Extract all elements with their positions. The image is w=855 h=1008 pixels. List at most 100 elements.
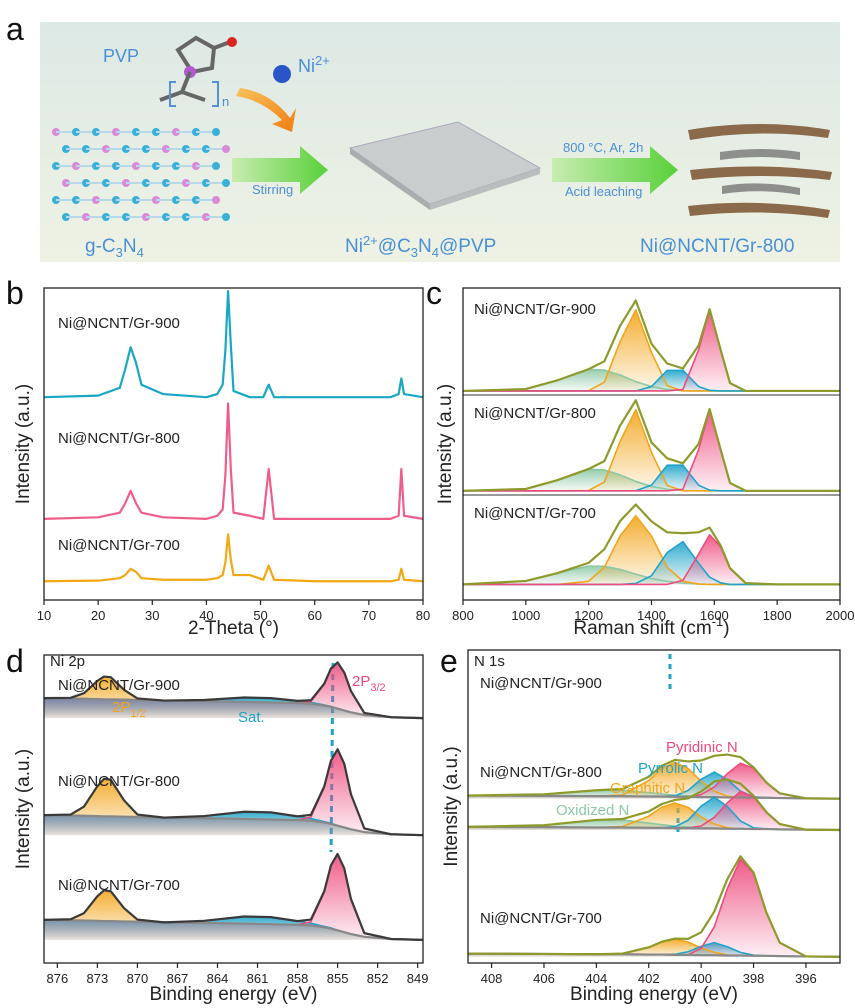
annotation-text: Ni@NCNT/Gr-900 xyxy=(474,301,596,318)
ni-ion xyxy=(273,65,291,83)
product-sheets xyxy=(688,124,832,218)
x-axis-title-part: Raman shift (cm xyxy=(573,618,711,639)
product-label: Ni@NCNT/Gr-800 xyxy=(640,236,794,257)
spectrum-line xyxy=(462,399,840,492)
panel-label: b xyxy=(6,275,24,311)
sheet-edge xyxy=(350,148,430,210)
annotation: Ni@NCNT/Gr-900 xyxy=(58,315,180,332)
plot-frame xyxy=(43,654,424,964)
annotation: 2P1/2 xyxy=(112,699,146,720)
panel-label: c xyxy=(426,275,442,311)
x-axis-title: Binding energy (eV) xyxy=(570,984,738,1005)
label-part: N xyxy=(418,236,432,257)
peak-fill xyxy=(468,791,840,830)
annotation: Pyrrolic N xyxy=(638,760,703,777)
x-axis-title-sup: -1 xyxy=(712,614,724,629)
label-part: g-C xyxy=(85,236,116,257)
x-tick-label: 849 xyxy=(407,971,429,986)
peak-fill xyxy=(468,939,840,957)
annotation: Ni@NCNT/Gr-800 xyxy=(58,773,180,790)
x-tick-label: 400 xyxy=(690,971,712,986)
spectrum-line xyxy=(462,503,840,586)
x-axis-title: Binding energy (eV) xyxy=(150,984,318,1005)
x-tick-label: 870 xyxy=(127,971,149,986)
annotation: Ni@NCNT/Gr-700 xyxy=(58,877,180,894)
x-tick-label: 408 xyxy=(481,971,503,986)
label-part: @PVP xyxy=(439,236,496,257)
x-tick-label: 2000 xyxy=(826,608,855,623)
annotation: Graphitic N xyxy=(610,780,685,797)
spectrum-line xyxy=(43,290,424,399)
annotation: Pyridinic N xyxy=(666,739,738,756)
annotation: Oxidized N xyxy=(556,802,629,819)
annotation-text: Pyrrolic N xyxy=(638,760,703,777)
x-tick-label: 1200 xyxy=(574,608,603,623)
annotation-text: Ni@NCNT/Gr-900 xyxy=(58,677,180,694)
x-tick-label: 30 xyxy=(145,608,159,623)
ni-label: Ni2+ xyxy=(298,53,330,76)
label-part: Ni xyxy=(345,236,363,257)
peak-fill xyxy=(44,749,423,836)
sheet-edge xyxy=(430,168,540,210)
spectrum-line xyxy=(43,533,424,583)
peak-fill xyxy=(468,803,840,830)
y-axis-title: Intensity (a.u.) xyxy=(13,384,34,504)
annotation-text: Ni@NCNT/Gr-900 xyxy=(480,675,602,692)
x-tick-label: 858 xyxy=(287,971,309,986)
annotation-text: Ni@NCNT/Gr-800 xyxy=(480,764,602,781)
schematic: a PVP n Ni2+ Stirring 800 °C, Ar, 2h Aci… xyxy=(6,11,840,262)
plot-frame xyxy=(43,287,424,601)
annotation-text: Oxidized N xyxy=(556,802,629,819)
x-tick-label: 855 xyxy=(327,971,349,986)
panel-label: e xyxy=(440,643,458,679)
spectrum-line xyxy=(43,661,424,720)
annotation-text: 2P xyxy=(352,673,370,690)
peak-fill xyxy=(44,853,423,940)
y-axis-title: Intensity (a.u.) xyxy=(13,749,34,869)
x-tick-label: 398 xyxy=(743,971,765,986)
annotation-text: Ni@NCNT/Gr-700 xyxy=(58,537,180,554)
annotation: Ni@NCNT/Gr-800 xyxy=(480,764,602,781)
panel-label: d xyxy=(6,643,24,679)
spectrum-line xyxy=(43,402,424,520)
chart: 876 873 870 867 864 861 858 855 852 849 Binding en… xyxy=(6,643,429,1005)
x-tick-label: 864 xyxy=(207,971,229,986)
green-arrow xyxy=(552,146,678,194)
peak-fill xyxy=(468,859,840,957)
x-tick-label: 1600 xyxy=(700,608,729,623)
annotation-sub: 3/2 xyxy=(370,682,385,694)
spectrum-line xyxy=(467,753,841,800)
annotation: Ni@NCNT/Gr-900 xyxy=(58,677,180,694)
label-part: N xyxy=(123,236,137,257)
spectrum-line xyxy=(467,855,841,958)
peak-line xyxy=(467,858,841,958)
atom xyxy=(222,145,230,153)
annotation-text: N 1s xyxy=(474,653,505,670)
green-arrow xyxy=(232,146,328,194)
x-tick-label: 50 xyxy=(253,608,267,623)
annotation: Ni@NCNT/Gr-700 xyxy=(474,505,596,522)
annotation: N 1s xyxy=(474,653,505,670)
spectrum-line xyxy=(467,825,841,832)
chart: 10 20 30 40 50 60 70 80 2-Theta (°) Intensity (a.… xyxy=(6,275,430,639)
annotation: Ni 2p xyxy=(50,653,85,670)
annotation: 2P3/2 xyxy=(352,673,386,694)
label-sub: 4 xyxy=(432,245,439,260)
x-tick-label: 1800 xyxy=(763,608,792,623)
annotation: Ni@NCNT/Gr-900 xyxy=(480,675,602,692)
x-tick-label: 402 xyxy=(638,971,660,986)
annotation-text: Graphitic N xyxy=(610,780,685,797)
spectrum-line xyxy=(43,918,424,941)
x-tick-label: 1000 xyxy=(511,608,540,623)
x-tick-label: 404 xyxy=(586,971,608,986)
leaching-label: Acid leaching xyxy=(565,184,642,199)
x-tick-label: 1400 xyxy=(637,608,666,623)
plot-frame xyxy=(467,649,841,964)
atom xyxy=(212,128,220,136)
x-tick-label: 876 xyxy=(46,971,68,986)
atom xyxy=(212,162,220,170)
x-axis-title: Raman shift (cm-1) xyxy=(573,614,729,639)
x-tick-label: 70 xyxy=(362,608,376,623)
